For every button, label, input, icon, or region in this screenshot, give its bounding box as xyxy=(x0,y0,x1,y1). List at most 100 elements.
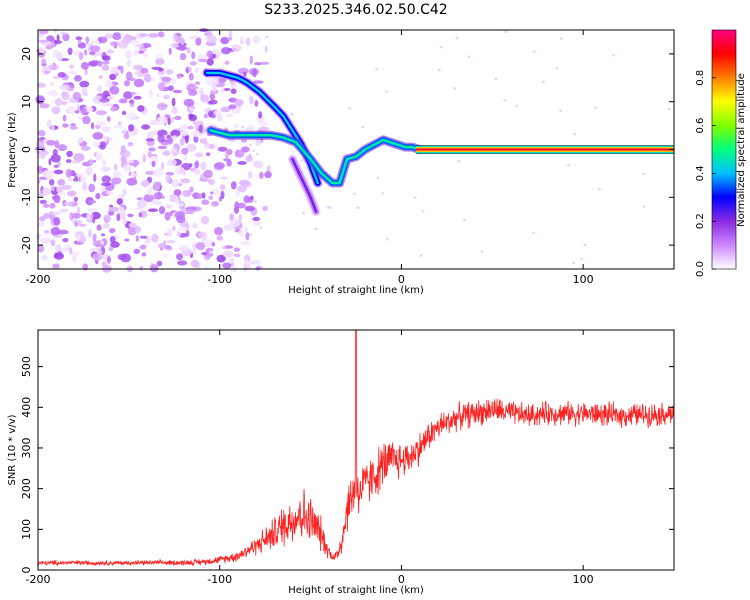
noise-blob xyxy=(212,188,220,196)
noise-blob xyxy=(241,146,250,153)
noise-blob xyxy=(37,165,44,174)
noise-blob xyxy=(67,47,73,56)
noise-blob xyxy=(170,129,181,138)
noise-blob xyxy=(385,238,389,241)
noise-blob xyxy=(71,254,78,263)
noise-blob xyxy=(238,229,244,237)
noise-blob xyxy=(78,52,84,60)
noise-blob xyxy=(95,121,106,126)
noise-blob xyxy=(573,132,577,136)
noise-blob xyxy=(211,83,217,93)
noise-blob xyxy=(201,178,211,182)
noise-blob xyxy=(142,53,149,58)
noise-blob xyxy=(93,173,97,182)
noise-blob xyxy=(236,202,247,209)
noise-blob xyxy=(194,152,204,158)
noise-blob xyxy=(226,159,232,167)
noise-blob xyxy=(199,87,204,97)
noise-blob xyxy=(197,232,206,238)
noise-blob xyxy=(172,89,182,94)
noise-blob xyxy=(88,183,96,193)
noise-blob xyxy=(43,70,50,75)
noise-blob xyxy=(183,98,195,107)
noise-blob xyxy=(566,164,570,167)
noise-blob xyxy=(262,205,269,212)
carrier-band-core xyxy=(415,148,674,151)
noise-blob xyxy=(103,136,108,143)
noise-blob xyxy=(79,80,90,88)
noise-blob xyxy=(77,138,83,144)
noise-blob xyxy=(249,233,253,236)
noise-blob xyxy=(241,138,248,143)
noise-blob xyxy=(177,73,182,80)
noise-blob xyxy=(138,212,143,218)
noise-blob xyxy=(258,126,270,132)
noise-blob xyxy=(204,265,209,271)
noise-blob xyxy=(82,115,91,125)
noise-blob xyxy=(46,35,55,42)
noise-blob xyxy=(132,64,144,71)
noise-blob xyxy=(218,196,222,202)
noise-blob xyxy=(542,80,545,83)
noise-blob xyxy=(156,102,168,111)
noise-blob xyxy=(73,196,78,202)
noise-blob xyxy=(210,191,214,195)
noise-blob xyxy=(87,200,97,204)
noise-blob xyxy=(150,264,159,273)
noise-blob xyxy=(50,227,61,236)
noise-blob xyxy=(437,68,441,72)
noise-blob xyxy=(127,142,133,147)
noise-blob xyxy=(101,64,110,71)
noise-blob xyxy=(238,179,250,186)
noise-blob xyxy=(92,233,97,243)
noise-blob xyxy=(151,66,162,70)
noise-blob xyxy=(157,134,165,143)
noise-blob xyxy=(145,236,152,243)
y-tick-label: 500 xyxy=(20,356,33,377)
noise-blob xyxy=(214,162,225,170)
noise-blob xyxy=(192,222,198,229)
noise-blob xyxy=(72,91,82,101)
noise-blob xyxy=(559,109,563,113)
noise-blob xyxy=(216,114,223,122)
noise-blob xyxy=(69,64,74,70)
noise-blob xyxy=(100,233,106,237)
noise-blob xyxy=(126,177,138,186)
noise-blob xyxy=(223,88,231,91)
figure-title: S233.2025.346.02.50.C42 xyxy=(264,2,447,18)
noise-blob xyxy=(187,126,194,130)
noise-blob xyxy=(141,124,151,130)
noise-blob xyxy=(79,176,87,182)
noise-blob xyxy=(214,227,223,236)
noise-blob xyxy=(84,68,88,76)
noise-blob xyxy=(216,254,226,263)
noise-blob xyxy=(106,116,111,122)
noise-blob xyxy=(245,155,253,163)
noise-blob xyxy=(165,174,171,183)
noise-blob xyxy=(153,181,162,187)
noise-blob xyxy=(126,59,132,68)
noise-blob xyxy=(252,80,264,84)
noise-blob xyxy=(171,179,180,188)
noise-blob xyxy=(208,110,213,118)
noise-blob xyxy=(216,235,224,241)
noise-blob xyxy=(36,82,46,88)
noise-blob xyxy=(176,202,185,207)
noise-blob xyxy=(259,225,263,230)
noise-blob xyxy=(174,198,180,205)
noise-blob xyxy=(133,163,137,168)
noise-blob xyxy=(54,98,63,106)
noise-blob xyxy=(231,44,242,52)
noise-blob xyxy=(203,254,211,261)
noise-blob xyxy=(121,129,128,135)
noise-blob xyxy=(206,35,217,44)
noise-blob xyxy=(494,77,498,81)
noise-blob xyxy=(245,37,251,46)
noise-blob xyxy=(201,192,206,199)
noise-blob xyxy=(238,67,249,74)
noise-blob xyxy=(67,105,77,114)
noise-blob xyxy=(156,260,163,267)
noise-blob xyxy=(612,54,616,57)
